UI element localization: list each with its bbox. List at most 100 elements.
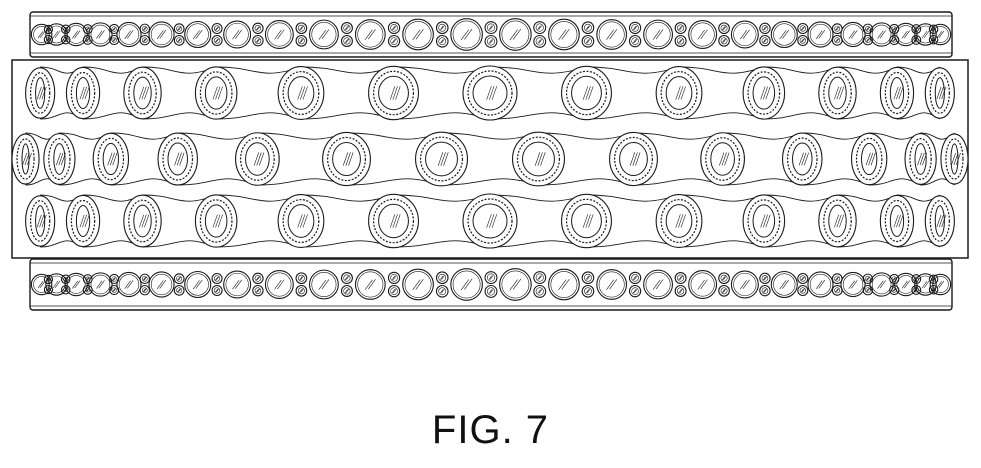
bezel-setting: [463, 66, 517, 120]
stone-table: [487, 274, 494, 281]
loop-ring: [26, 196, 55, 246]
small-stone: [582, 272, 594, 284]
stone-outline: [549, 269, 580, 300]
stone-table: [187, 274, 209, 296]
stone-outline: [597, 270, 627, 300]
stone-table: [151, 24, 172, 45]
stone-outline: [500, 19, 532, 51]
top-band-outline: [30, 12, 952, 57]
stone-outline: [451, 269, 483, 301]
stone-outline: [760, 36, 770, 46]
large-stone: [689, 21, 717, 49]
bezel-setting: [369, 66, 419, 119]
stone-outline: [582, 22, 594, 34]
stone-outline: [253, 286, 263, 296]
stone-table: [67, 276, 85, 294]
small-stone: [296, 23, 307, 34]
small-stone: [760, 286, 770, 296]
stone-table: [762, 288, 768, 294]
stone-table: [177, 276, 182, 281]
stone-table: [932, 276, 948, 292]
stone-table: [214, 38, 220, 44]
small-stone: [174, 286, 184, 296]
stone-table: [677, 25, 684, 32]
large-stone: [644, 270, 673, 299]
large-stone: [403, 269, 434, 300]
stone-outline: [174, 24, 184, 34]
bezel-setting: [562, 66, 612, 119]
stone-table: [843, 25, 863, 45]
stone-table: [584, 288, 591, 295]
bezel-setting: [93, 133, 128, 184]
stone-table: [932, 26, 948, 42]
large-stone: [808, 22, 833, 47]
stone-outline: [253, 273, 263, 283]
bezel-setting: [66, 67, 99, 118]
large-stone: [771, 22, 797, 48]
stone-outline: [719, 36, 730, 47]
stone-outline: [140, 274, 149, 283]
loop-ring: [743, 67, 785, 119]
stone-outline: [296, 36, 307, 47]
stone-outline: [46, 274, 67, 295]
stone-table: [439, 288, 446, 295]
small-stone: [760, 36, 770, 46]
bezel-setting: [278, 195, 324, 248]
small-stone: [436, 286, 448, 298]
small-stone: [341, 273, 352, 284]
stone-outline: [296, 273, 307, 284]
bezel-setting: [195, 195, 237, 247]
stone-row: [12, 132, 968, 186]
stone-table: [843, 275, 863, 295]
large-stone: [870, 273, 893, 296]
bezel-setting: [743, 195, 785, 247]
large-stone: [549, 269, 580, 300]
bezel-setting: [124, 195, 161, 247]
bezel-setting: [656, 67, 702, 120]
small-stone: [174, 36, 184, 46]
stone-table: [119, 275, 139, 295]
loop-ring: [195, 195, 237, 247]
stone-table: [536, 288, 543, 295]
large-stone: [46, 274, 67, 295]
large-stone: [224, 21, 251, 48]
stone-outline: [388, 22, 399, 33]
stone-outline: [870, 273, 893, 296]
stone-outline: [582, 36, 594, 48]
stone-outline: [89, 273, 112, 296]
stone-outline: [341, 286, 352, 297]
stone-table: [721, 275, 727, 281]
stone-table: [677, 288, 684, 295]
stone-table: [865, 276, 870, 281]
stone-outline: [140, 286, 149, 295]
center-band: [12, 60, 968, 258]
bezel-setting: [819, 195, 856, 247]
loop-ring: [562, 194, 612, 247]
stone-table: [721, 25, 727, 31]
stone-outline: [689, 21, 717, 49]
stone-outline: [212, 286, 222, 296]
loop-ring: [236, 133, 280, 186]
loop-ring: [158, 133, 197, 185]
loop-ring: [12, 134, 39, 184]
large-stone: [185, 22, 211, 48]
bezel-setting: [44, 134, 75, 185]
loop-ring: [656, 67, 702, 120]
stone-table: [177, 288, 182, 293]
large-stone: [403, 19, 434, 50]
small-stone: [253, 23, 263, 33]
stone-outline: [388, 272, 399, 283]
stone-outline: [341, 23, 352, 34]
stone-table: [439, 38, 446, 45]
stone-outline: [341, 273, 352, 284]
loop-ring: [819, 67, 856, 119]
stone-outline: [436, 36, 448, 48]
stone-outline: [212, 274, 222, 284]
large-stone: [355, 20, 385, 50]
bezel-setting: [26, 68, 55, 118]
stone-table: [177, 38, 182, 43]
small-stone: [436, 22, 448, 34]
stone-table: [536, 24, 543, 31]
small-stone: [760, 273, 770, 283]
large-stone: [841, 22, 865, 46]
